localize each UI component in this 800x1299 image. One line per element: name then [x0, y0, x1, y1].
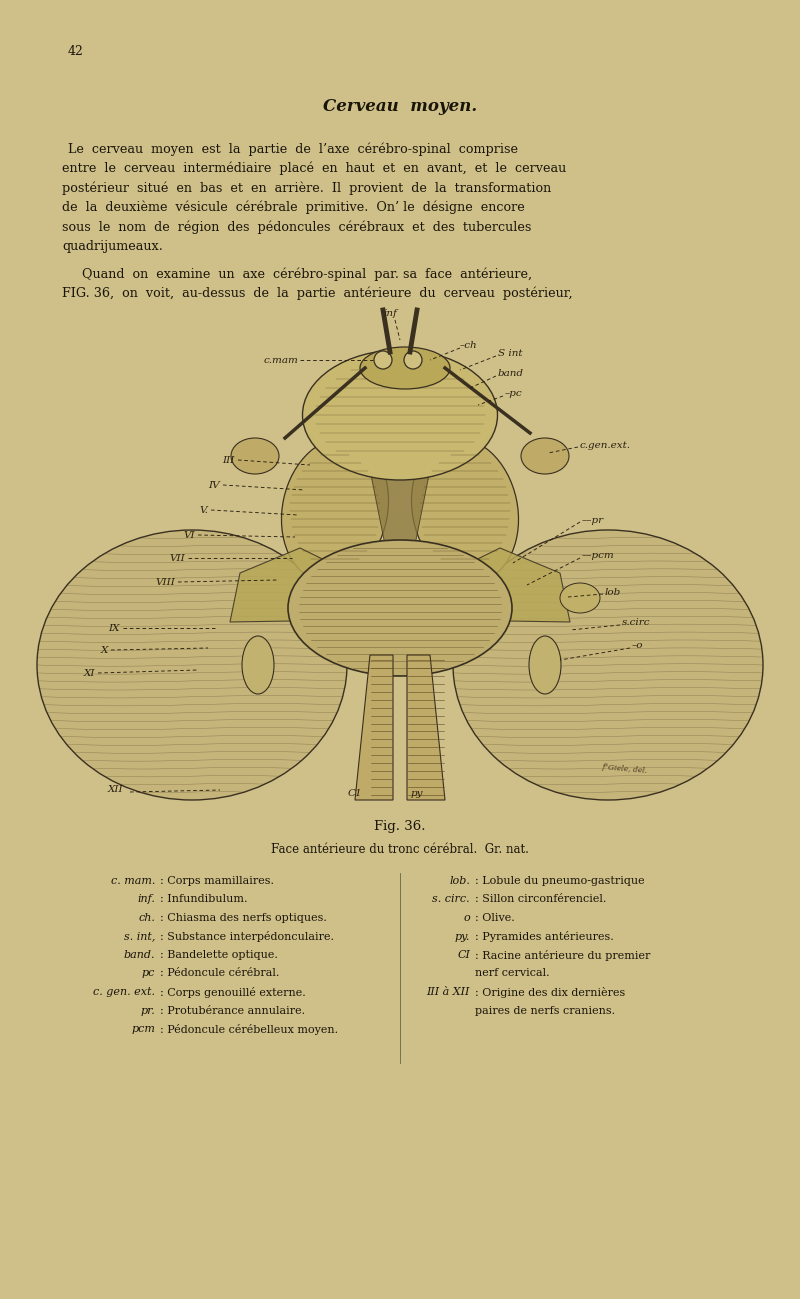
Text: entre  le  cerveau  intermédiaire  placé  en  haut  et  en  avant,  et  le  cerv: entre le cerveau intermédiaire placé en … [62, 161, 566, 175]
Text: ch.: ch. [138, 913, 155, 924]
Text: : Substance interpédonculaire.: : Substance interpédonculaire. [160, 931, 334, 943]
Text: : Protubérance annulaire.: : Protubérance annulaire. [160, 1005, 305, 1016]
Text: Fig. 36.: Fig. 36. [374, 820, 426, 833]
Text: inf: inf [383, 309, 397, 318]
Polygon shape [362, 430, 438, 570]
Text: : Racine antérieure du premier: : Racine antérieure du premier [475, 950, 650, 961]
Text: o: o [463, 913, 470, 924]
Polygon shape [445, 548, 570, 622]
Text: –ch: –ch [460, 340, 478, 349]
Ellipse shape [360, 347, 450, 388]
Text: : Pédoncule cérébelleux moyen.: : Pédoncule cérébelleux moyen. [160, 1024, 338, 1035]
Text: IX: IX [109, 624, 120, 633]
Text: nerf cervical.: nerf cervical. [475, 969, 550, 978]
Text: –o: –o [632, 640, 643, 650]
Text: Le  cerveau  moyen  est  la  partie  de  l’axe  cérébro-spinal  comprise: Le cerveau moyen est la partie de l’axe … [68, 142, 518, 156]
Text: py: py [410, 788, 423, 798]
Text: s. int,: s. int, [124, 931, 155, 942]
Text: XII: XII [107, 786, 123, 795]
Text: pr.: pr. [140, 1005, 155, 1016]
Text: III: III [222, 456, 235, 465]
Text: s.circ: s.circ [622, 617, 650, 626]
Text: : Lobule du pneumo-gastrique: : Lobule du pneumo-gastrique [475, 876, 645, 886]
Text: pcm: pcm [131, 1024, 155, 1034]
Ellipse shape [302, 349, 498, 481]
Text: ‎FIG. 36,  on  voit,  au-dessus  de  la  partie  antérieure  du  cerveau  postér: ‎FIG. 36, on voit, au-dessus de la parti… [62, 287, 573, 300]
Text: Quand  on  examine  un  axe  cérébro-spinal  par. sa  face  antérieure,: Quand on examine un axe cérébro-spinal p… [62, 268, 532, 281]
Text: XI: XI [83, 669, 95, 678]
Text: Face antérieure du tronc cérébral.  Gr. nat.: Face antérieure du tronc cérébral. Gr. n… [271, 843, 529, 856]
Text: CI: CI [457, 950, 470, 960]
Text: inf.: inf. [137, 895, 155, 904]
Text: C1: C1 [348, 788, 362, 798]
Text: S int: S int [498, 348, 522, 357]
Text: : Chiasma des nerfs optiques.: : Chiasma des nerfs optiques. [160, 913, 327, 924]
Ellipse shape [242, 637, 274, 694]
Text: postérieur  situé  en  bas  et  en  arrière.  Il  provient  de  la  transformati: postérieur situé en bas et en arrière. I… [62, 181, 551, 195]
Text: VII: VII [170, 553, 185, 562]
Text: 42: 42 [68, 45, 84, 58]
Text: s. circ.: s. circ. [432, 895, 470, 904]
Text: : Corps mamillaires.: : Corps mamillaires. [160, 876, 274, 886]
Polygon shape [230, 548, 355, 622]
Text: VIII: VIII [155, 578, 175, 587]
Text: : Infundibulum.: : Infundibulum. [160, 895, 247, 904]
Text: lob.: lob. [449, 876, 470, 886]
Text: : Pyramides antérieures.: : Pyramides antérieures. [475, 931, 614, 943]
Text: : Sillon circonférenciel.: : Sillon circonférenciel. [475, 895, 606, 904]
Ellipse shape [560, 583, 600, 613]
Text: : Olive.: : Olive. [475, 913, 514, 924]
Text: III à XII: III à XII [426, 987, 470, 998]
Text: lob: lob [605, 587, 622, 596]
Text: c. gen. ext.: c. gen. ext. [93, 987, 155, 998]
Text: : Origine des dix dernières: : Origine des dix dernières [475, 987, 626, 998]
Ellipse shape [231, 438, 279, 474]
Text: band.: band. [123, 950, 155, 960]
Text: ––pcm: ––pcm [582, 551, 614, 560]
Text: quadrijumeaux.: quadrijumeaux. [62, 239, 163, 252]
Ellipse shape [529, 637, 561, 694]
Text: : Bandelette optique.: : Bandelette optique. [160, 950, 278, 960]
Text: ––pr: ––pr [582, 516, 604, 525]
Circle shape [404, 351, 422, 369]
Text: band: band [498, 369, 524, 378]
Polygon shape [407, 655, 445, 800]
Ellipse shape [521, 438, 569, 474]
Text: c.gen.ext.: c.gen.ext. [580, 440, 631, 449]
Text: IV: IV [208, 481, 220, 490]
Ellipse shape [453, 530, 763, 800]
Text: pc: pc [142, 969, 155, 978]
Ellipse shape [282, 438, 389, 582]
Text: c.mam: c.mam [263, 356, 298, 365]
Text: VI: VI [183, 530, 195, 539]
Text: sous  le  nom  de  région  des  pédoncules  cérébraux  et  des  tubercules: sous le nom de région des pédoncules cér… [62, 220, 531, 234]
Text: f°Giele, del.: f°Giele, del. [602, 763, 648, 776]
Text: paires de nerfs craniens.: paires de nerfs craniens. [475, 1005, 615, 1016]
Ellipse shape [37, 530, 347, 800]
Text: : Corps genouillé externe.: : Corps genouillé externe. [160, 987, 306, 998]
Ellipse shape [288, 540, 512, 675]
Text: X: X [101, 646, 108, 655]
Ellipse shape [411, 438, 518, 582]
Text: de  la  deuxième  vésicule  cérébrale  primitive.  On’ le  désigne  encore: de la deuxième vésicule cérébrale primit… [62, 200, 525, 214]
Text: py.: py. [454, 931, 470, 942]
Text: : Pédoncule cérébral.: : Pédoncule cérébral. [160, 969, 279, 978]
Polygon shape [355, 655, 393, 800]
Text: V.: V. [199, 505, 208, 514]
Text: –pc: –pc [505, 388, 522, 397]
Text: c. mam.: c. mam. [110, 876, 155, 886]
Text: Cerveau  moyen.: Cerveau moyen. [323, 97, 477, 116]
Circle shape [374, 351, 392, 369]
